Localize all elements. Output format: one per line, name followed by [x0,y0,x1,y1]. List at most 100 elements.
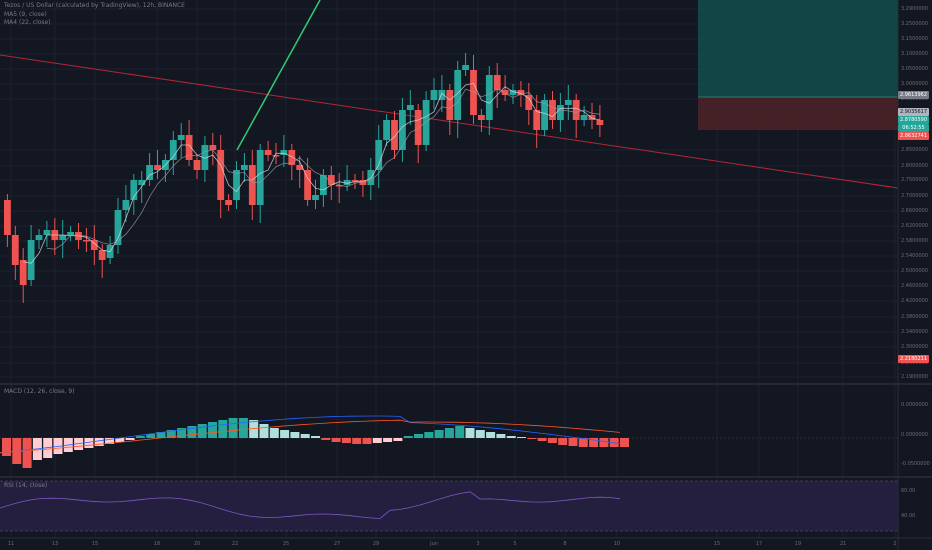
candle-body [406,105,414,110]
candle-body [35,235,43,240]
date-tick-label: 19 [794,541,802,547]
date-tick-label: 20 [193,541,201,547]
macd-histogram-bar [568,438,578,446]
macd-histogram-bar [311,436,320,438]
macd-histogram-bar [259,424,269,438]
date-tick-label: 11 [7,541,15,547]
price-tick-label: 2.2600000 [901,360,929,366]
ray-line [236,0,321,151]
candle-body [501,90,509,95]
candle-body [209,145,217,150]
macd-legend[interactable]: MACD (12, 26, close, 9) [4,388,75,395]
candle-body [59,235,67,240]
macd-histogram-bar [434,430,444,438]
ma-fast-legend[interactable]: MA5 (9, close) [4,11,47,18]
macd-histogram-bar [589,438,599,447]
candle-body [533,110,541,130]
candle-body [122,200,130,210]
target-zone [698,0,898,97]
trendline [0,54,899,189]
macd-histogram-bar [177,428,187,438]
macd-histogram-bar [115,438,125,442]
macd-histogram-bar [393,438,403,441]
candle-body [572,100,580,120]
macd-histogram-bar [300,434,310,438]
macd-histogram-bar [352,438,362,444]
candle-body [43,230,51,235]
date-tick-label: 21 [839,541,847,547]
macd-histogram-bar [269,428,279,438]
macd-histogram-bar [496,434,506,438]
candle-body [462,65,469,70]
candle-body [391,120,398,150]
candle-body [422,100,430,145]
macd-histogram-bar [74,438,84,450]
candle-body [217,150,225,200]
candle-body [430,90,438,100]
macd-histogram-bar [290,432,300,438]
macd-histogram-bar [84,438,94,448]
rsi-line [0,491,621,519]
macd-histogram-bar [94,438,104,446]
candle-body [241,165,248,170]
candle-body [399,110,406,150]
candle-body [367,170,375,185]
macd-histogram-bar [187,426,197,438]
date-tick-label: 2 [893,541,897,547]
macd-histogram-bar [424,432,434,438]
date-tick-label: 18 [153,541,161,547]
candle-body [19,260,27,285]
candle-body [446,90,454,120]
rsi-pane [0,480,898,532]
date-tick-label: 5 [513,541,517,547]
candle-body [169,140,177,160]
candle-body [580,115,588,120]
price-tick-label: 2.4200000 [901,298,929,304]
drawing-lines[interactable] [0,0,899,189]
candle-body [27,240,35,280]
price-tick-label: 3.1500000 [901,36,929,42]
candle-body [557,105,564,120]
date-tick-label: 27 [333,541,341,547]
price-badge: 2.2180211 [898,355,929,363]
candle-body [304,170,311,200]
candle-body [383,120,390,140]
candle-body [154,165,161,170]
candle-body [185,135,193,160]
date-tick-label: 17 [755,541,763,547]
candle-body [359,180,367,185]
candle-body [201,145,209,170]
candle-body [320,175,327,195]
price-tick-label: 2.5000000 [901,268,929,274]
rsi-band [0,481,898,531]
macd-tick-label: -0.0500000 [901,461,930,467]
macd-histogram-bar [414,434,423,438]
candle-body [264,150,272,155]
ma-slow-legend[interactable]: MA4 (22, close) [4,19,51,26]
rsi-legend[interactable]: RSI (14, close) [4,482,48,489]
date-tick-label: 3 [476,541,480,547]
symbol-legend[interactable]: Tezos / US Dollar (calculated by Trading… [4,2,185,9]
price-badge: 06:52:55 [898,124,929,132]
ma-fast-line [23,82,600,264]
signal-line [0,419,621,453]
macd-histogram-bar [362,438,372,444]
price-badge: 2.9613962 [898,91,929,99]
candle-body [327,175,335,185]
macd-histogram-bar [475,430,485,438]
macd-histogram-bar [2,438,11,456]
stop-zone [698,97,898,130]
price-tick-label: 2.6200000 [901,223,929,229]
price-tick-label: 2.3800000 [901,314,929,320]
candle-body [280,150,288,155]
macd-histogram-bar [444,428,454,438]
candle-body [177,135,185,140]
candle-body [454,70,462,120]
macd-tick-label: 0.0000000 [901,432,929,438]
macd-histogram-bar [372,438,382,443]
macd-histogram-bar [166,430,176,438]
candle-body [11,235,19,265]
